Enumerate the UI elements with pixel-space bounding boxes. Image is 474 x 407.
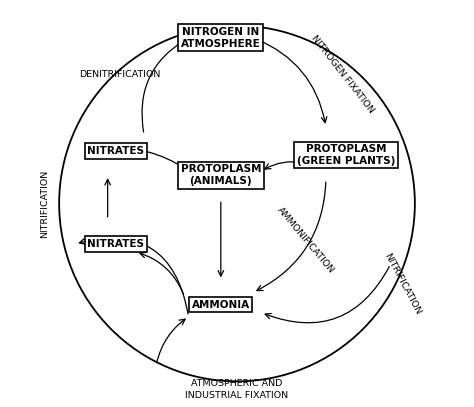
Text: PROTOPLASM
(ANIMALS): PROTOPLASM (ANIMALS) <box>181 164 261 186</box>
Text: NITRIFICATION: NITRIFICATION <box>383 252 423 317</box>
Text: NITRATES: NITRATES <box>87 146 144 156</box>
Text: DENITRIFICATION: DENITRIFICATION <box>79 70 161 79</box>
Text: NITRATES: NITRATES <box>87 239 144 249</box>
Text: AMMONIFICATION: AMMONIFICATION <box>275 205 336 275</box>
Text: PROTOPLASM
(GREEN PLANTS): PROTOPLASM (GREEN PLANTS) <box>297 144 395 166</box>
Text: AMMONIA: AMMONIA <box>192 300 250 310</box>
Text: NITROGEN FIXATION: NITROGEN FIXATION <box>309 34 375 115</box>
Text: NITROGEN IN
ATMOSPHERE: NITROGEN IN ATMOSPHERE <box>181 27 261 48</box>
Text: NITRIFICATION: NITRIFICATION <box>40 169 49 238</box>
Text: ATMOSPHERIC AND
INDUSTRIAL FIXATION: ATMOSPHERIC AND INDUSTRIAL FIXATION <box>185 379 289 400</box>
